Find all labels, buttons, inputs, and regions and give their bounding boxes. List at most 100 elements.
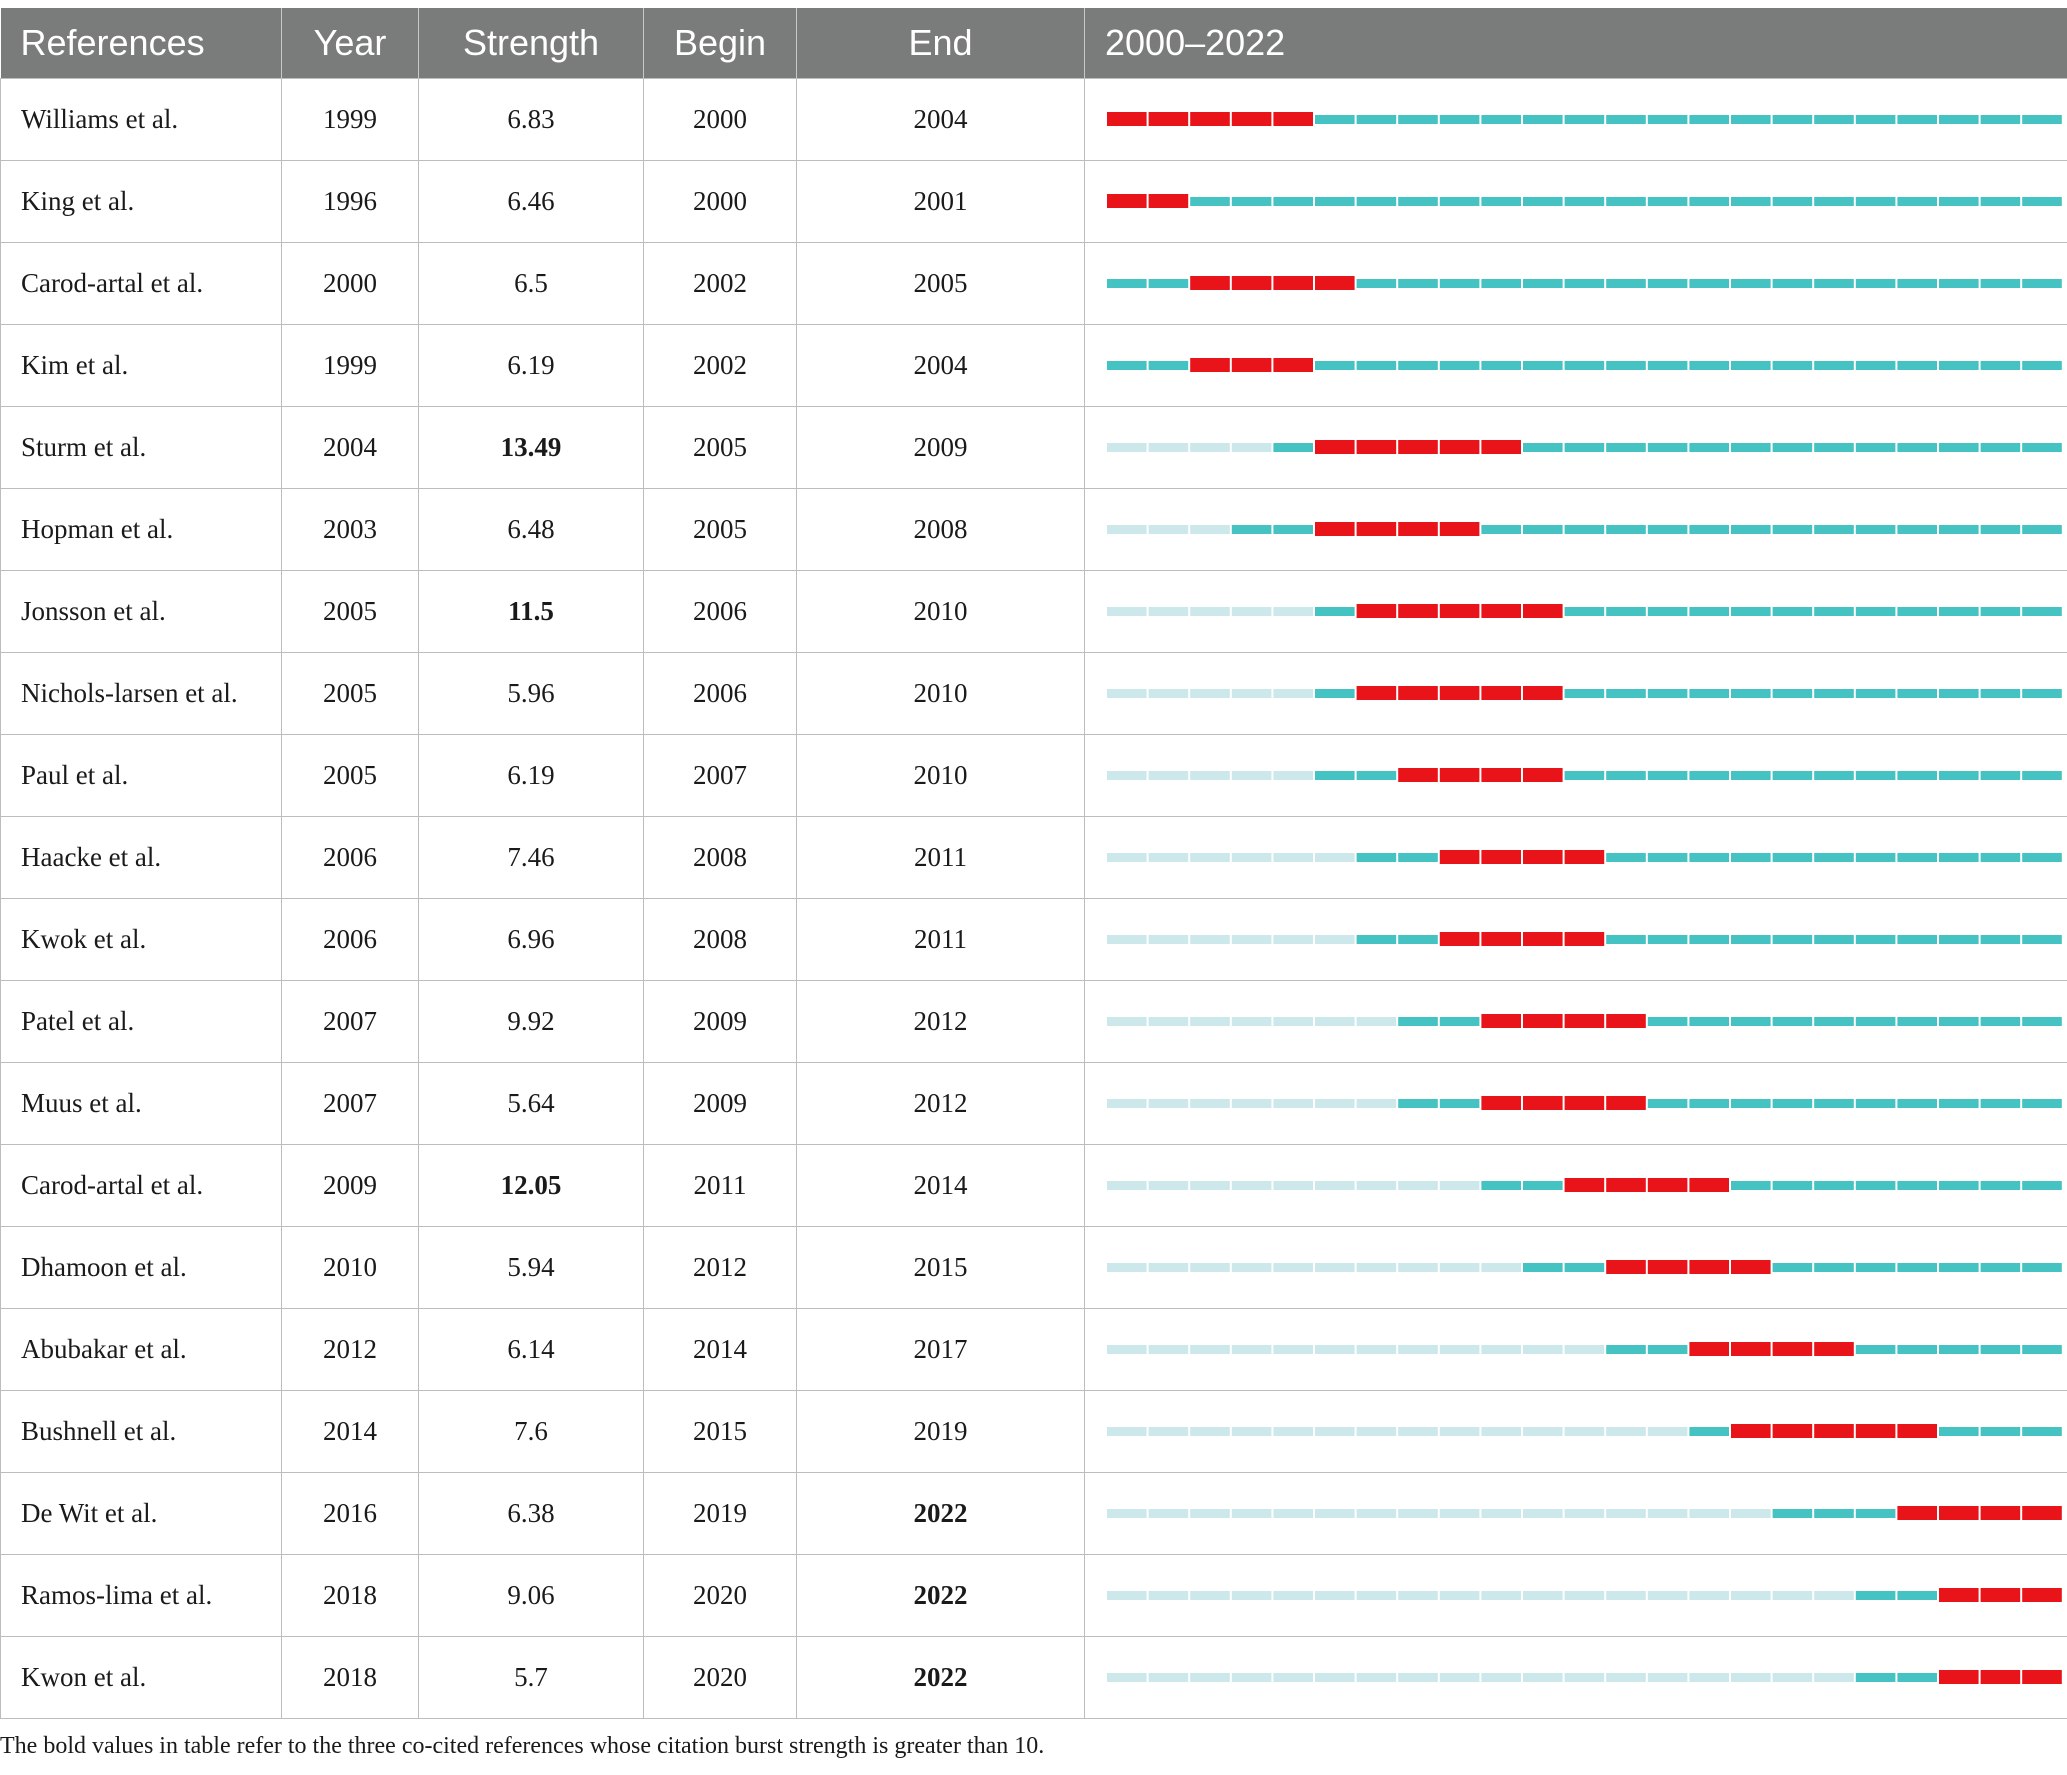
burst-segment xyxy=(1398,604,1438,618)
inactive-segment xyxy=(1689,1591,1729,1600)
burst-timeline xyxy=(1107,440,2062,454)
inactive-segment xyxy=(1273,1509,1313,1518)
burst-timeline xyxy=(1107,850,2062,864)
inactive-segment xyxy=(1273,607,1313,616)
active-segment xyxy=(1731,689,1771,698)
inactive-segment xyxy=(1647,1427,1688,1436)
active-segment xyxy=(1647,361,1688,370)
inactive-segment xyxy=(1190,1427,1230,1436)
active-segment xyxy=(1647,689,1688,698)
inactive-segment xyxy=(1148,1017,1189,1026)
inactive-segment xyxy=(1731,1673,1771,1682)
active-segment xyxy=(1814,689,1854,698)
inactive-segment xyxy=(1564,1427,1605,1436)
inactive-segment xyxy=(1231,1017,1272,1026)
inactive-segment xyxy=(1315,1181,1355,1190)
active-segment xyxy=(1772,115,1813,124)
year-cell: 1999 xyxy=(281,78,419,161)
active-segment xyxy=(1772,525,1813,534)
active-segment xyxy=(1564,279,1605,288)
active-segment xyxy=(2022,1427,2062,1436)
active-segment xyxy=(1855,197,1896,206)
active-segment xyxy=(1980,1427,2021,1436)
burst-segment xyxy=(1356,686,1397,700)
active-segment xyxy=(1897,525,1937,534)
active-segment xyxy=(1564,771,1605,780)
burst-segment xyxy=(1231,276,1272,290)
end-cell: 2017 xyxy=(796,1308,1085,1391)
burst-timeline xyxy=(1107,1014,2062,1028)
active-segment xyxy=(1689,279,1729,288)
active-segment xyxy=(1855,1509,1896,1518)
strength-cell: 6.83 xyxy=(418,78,644,161)
active-segment xyxy=(1855,361,1896,370)
active-segment xyxy=(1647,1099,1688,1108)
burst-segment xyxy=(1439,440,1480,454)
burst-timeline xyxy=(1107,522,2062,536)
active-segment xyxy=(1564,525,1605,534)
active-segment xyxy=(1647,1345,1688,1354)
active-segment xyxy=(2022,853,2062,862)
table-row: Dhamoon et al. 2010 5.94 2012 2015 xyxy=(0,1226,2067,1309)
year-cell: 2005 xyxy=(281,570,419,653)
active-segment xyxy=(1897,1673,1937,1682)
end-cell: 2012 xyxy=(796,1062,1085,1145)
burst-segment xyxy=(1398,522,1438,536)
burst-segment xyxy=(1523,686,1563,700)
burst-segment xyxy=(1523,768,1563,782)
reference-cell: Kwon et al. xyxy=(0,1636,282,1719)
burst-timeline xyxy=(1107,1506,2062,1520)
end-cell: 2004 xyxy=(796,324,1085,407)
inactive-segment xyxy=(1647,1509,1688,1518)
inactive-segment xyxy=(1148,1427,1189,1436)
year-cell: 2012 xyxy=(281,1308,419,1391)
active-segment xyxy=(1689,689,1729,698)
active-segment xyxy=(1564,115,1605,124)
year-cell: 2018 xyxy=(281,1636,419,1719)
burst-timeline xyxy=(1107,112,2062,126)
burst-segment xyxy=(1356,522,1397,536)
timeline-cell xyxy=(1084,734,2067,817)
timeline-cell xyxy=(1084,242,2067,325)
active-segment xyxy=(1897,1263,1937,1272)
active-segment xyxy=(1356,361,1397,370)
table-row: Carod-artal et al. 2009 12.05 2011 2014 xyxy=(0,1144,2067,1227)
active-segment xyxy=(1814,361,1854,370)
active-segment xyxy=(1980,607,2021,616)
active-segment xyxy=(1855,1345,1896,1354)
active-segment xyxy=(1939,525,1979,534)
burst-segment xyxy=(1107,112,1147,126)
inactive-segment xyxy=(1356,1673,1397,1682)
burst-segment xyxy=(1356,604,1397,618)
burst-segment xyxy=(1731,1260,1771,1274)
active-segment xyxy=(1523,525,1563,534)
active-segment xyxy=(1772,935,1813,944)
timeline-cell xyxy=(1084,1472,2067,1555)
active-segment xyxy=(1814,1181,1854,1190)
burst-segment xyxy=(1689,1342,1729,1356)
active-segment xyxy=(1439,361,1480,370)
active-segment xyxy=(1398,279,1438,288)
inactive-segment xyxy=(1523,1591,1563,1600)
inactive-segment xyxy=(1107,1509,1147,1518)
inactive-segment xyxy=(1107,853,1147,862)
active-segment xyxy=(1814,115,1854,124)
active-segment xyxy=(1814,853,1854,862)
inactive-segment xyxy=(1231,1673,1272,1682)
inactive-segment xyxy=(1315,1345,1355,1354)
active-segment xyxy=(1731,279,1771,288)
burst-segment xyxy=(1439,686,1480,700)
active-segment xyxy=(1523,279,1563,288)
inactive-segment xyxy=(1148,1263,1189,1272)
active-segment xyxy=(1731,115,1771,124)
active-segment xyxy=(1564,689,1605,698)
active-segment xyxy=(1107,361,1147,370)
strength-cell: 6.5 xyxy=(418,242,644,325)
active-segment xyxy=(1939,689,1979,698)
table-row: Paul et al. 2005 6.19 2007 2010 xyxy=(0,734,2067,817)
burst-timeline xyxy=(1107,1342,2062,1356)
end-cell: 2012 xyxy=(796,980,1085,1063)
active-segment xyxy=(1689,853,1729,862)
burst-timeline xyxy=(1107,358,2062,372)
year-cell: 2006 xyxy=(281,898,419,981)
